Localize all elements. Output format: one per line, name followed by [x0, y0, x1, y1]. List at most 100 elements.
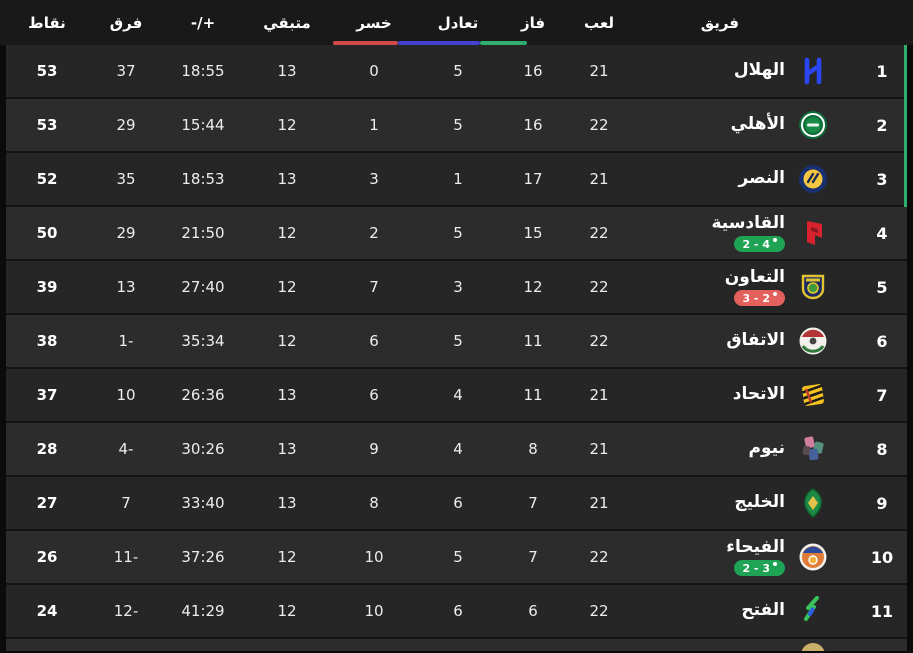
header-won[interactable]: فاز — [520, 13, 546, 32]
table-row[interactable]: 4 القادسية 2 - 4 22 15 5 2 12 21:50 29 5… — [6, 207, 907, 261]
diff-value: 1- — [118, 332, 134, 350]
team-name: الفتح — [741, 600, 785, 621]
points-value: 27 — [36, 494, 58, 512]
won-value: 7 — [528, 548, 538, 566]
table-row[interactable]: 8 نيوم 21 8 4 9 13 30:26 4- 28 — [6, 423, 907, 477]
team-cell[interactable]: الاتحاد — [632, 369, 857, 421]
header-remaining[interactable]: متبقي — [263, 13, 311, 32]
goals-value: 33:40 — [181, 494, 225, 512]
header-points[interactable]: نقاط — [28, 13, 66, 32]
live-score-badge[interactable]: 2 - 3 — [734, 560, 785, 577]
drawn-color-underline — [398, 41, 480, 45]
points-value: 28 — [36, 440, 58, 458]
played-value: 22 — [589, 278, 609, 296]
remaining-value: 12 — [277, 332, 297, 350]
table-row[interactable]: 6 الاتفاق 22 11 5 6 12 35:34 1- 38 — [6, 315, 907, 369]
table-row[interactable]: 3 النصر 21 17 1 3 13 18:53 35 52 — [6, 153, 907, 207]
points-value: 39 — [36, 278, 58, 296]
won-value: 15 — [523, 224, 543, 242]
points-value: 53 — [36, 62, 58, 80]
table-row[interactable]: 7 الاتحاد 21 11 4 6 13 26:36 10 37 — [6, 369, 907, 423]
team-cell[interactable]: نيوم — [632, 423, 857, 475]
live-score: 3 - 2 — [742, 291, 770, 305]
rank: 9 — [876, 493, 888, 513]
drawn-value: 1 — [453, 170, 463, 188]
won-value: 16 — [523, 62, 543, 80]
goals-value: 18:53 — [181, 170, 225, 188]
table-row[interactable]: 9 الخليج 21 7 6 8 13 33:40 7 27 — [6, 477, 907, 531]
lost-value: 2 — [369, 224, 379, 242]
lost-value: 3 — [369, 170, 379, 188]
team-cell[interactable]: الأهلي — [632, 99, 857, 151]
drawn-value: 6 — [453, 494, 463, 512]
rank: 8 — [876, 439, 888, 459]
live-score: 2 - 3 — [742, 561, 770, 575]
header-played[interactable]: لعب — [584, 13, 614, 32]
diff-value: 13 — [116, 278, 136, 296]
team-name: الخليج — [734, 492, 785, 513]
qualification-bar — [904, 99, 907, 153]
diff-value: 35 — [116, 170, 136, 188]
team-name: نيوم — [748, 438, 785, 459]
team-cell[interactable]: الفيحاء 2 - 3 — [632, 531, 857, 583]
won-value: 8 — [528, 440, 538, 458]
team-cell[interactable]: الهلال — [632, 45, 857, 97]
remaining-value: 12 — [277, 224, 297, 242]
diff-value: 10 — [116, 386, 136, 404]
team-cell[interactable]: التعاون 3 - 2 — [632, 261, 857, 313]
table-row[interactable]: 11 الفتح 22 6 6 10 12 41:29 12- 24 — [6, 585, 907, 639]
remaining-value: 13 — [277, 62, 297, 80]
al-ettifaq-crest-icon — [797, 325, 829, 357]
lost-value: 8 — [369, 494, 379, 512]
live-score-badge[interactable]: 2 - 4 — [734, 236, 785, 253]
lost-value: 9 — [369, 440, 379, 458]
table-row[interactable]: 10 الفيحاء 2 - 3 22 7 5 10 12 37:26 11- … — [6, 531, 907, 585]
diff-value: 12- — [113, 602, 139, 620]
team-name: الاتفاق — [726, 330, 785, 351]
drawn-value: 5 — [453, 224, 463, 242]
qualification-bar — [904, 45, 907, 99]
header-lost[interactable]: خسر — [356, 13, 392, 32]
header-diff[interactable]: فرق — [109, 13, 143, 32]
points-value: 53 — [36, 116, 58, 134]
played-value: 22 — [589, 224, 609, 242]
played-value: 22 — [589, 332, 609, 350]
points-value: 24 — [36, 602, 58, 620]
drawn-value: 5 — [453, 62, 463, 80]
won-value: 6 — [528, 602, 538, 620]
drawn-value: 5 — [453, 116, 463, 134]
header-plus-minus[interactable]: -/+ — [190, 13, 216, 32]
played-value: 22 — [589, 116, 609, 134]
points-value: 38 — [36, 332, 58, 350]
table-row[interactable]: 1 الهلال 21 16 5 0 13 18:55 37 53 — [6, 45, 907, 99]
al-qadsiah-crest-icon — [797, 217, 829, 249]
lost-value: 10 — [364, 602, 384, 620]
goals-value: 15:44 — [181, 116, 225, 134]
team-name: الأهلي — [730, 114, 785, 135]
live-dot-icon — [773, 238, 777, 243]
lost-value: 6 — [369, 386, 379, 404]
goals-value: 37:26 — [181, 548, 225, 566]
drawn-value: 4 — [453, 440, 463, 458]
drawn-value: 6 — [453, 602, 463, 620]
remaining-value: 12 — [277, 602, 297, 620]
al-taawoun-crest-icon — [797, 271, 829, 303]
live-score-badge[interactable]: 3 - 2 — [734, 290, 785, 307]
header-drawn[interactable]: تعادل — [437, 13, 479, 32]
rank: 5 — [876, 277, 888, 297]
team-cell[interactable]: الخليج — [632, 477, 857, 529]
remaining-value: 12 — [277, 548, 297, 566]
played-value: 22 — [589, 602, 609, 620]
next-team-crest-icon — [801, 643, 825, 651]
live-dot-icon — [773, 562, 777, 567]
team-cell[interactable]: الفتح — [632, 585, 857, 637]
table-row[interactable]: 2 الأهلي 22 16 5 1 12 15:44 29 53 — [6, 99, 907, 153]
drawn-value: 3 — [453, 278, 463, 296]
team-cell[interactable]: الاتفاق — [632, 315, 857, 367]
team-cell[interactable]: القادسية 2 - 4 — [632, 207, 857, 259]
header-team[interactable]: فريق — [700, 13, 739, 32]
team-cell[interactable]: النصر — [632, 153, 857, 205]
diff-value: 7 — [121, 494, 131, 512]
table-row[interactable]: 5 التعاون 3 - 2 22 12 3 7 12 27:40 13 39 — [6, 261, 907, 315]
table-row-partial[interactable] — [6, 639, 907, 651]
